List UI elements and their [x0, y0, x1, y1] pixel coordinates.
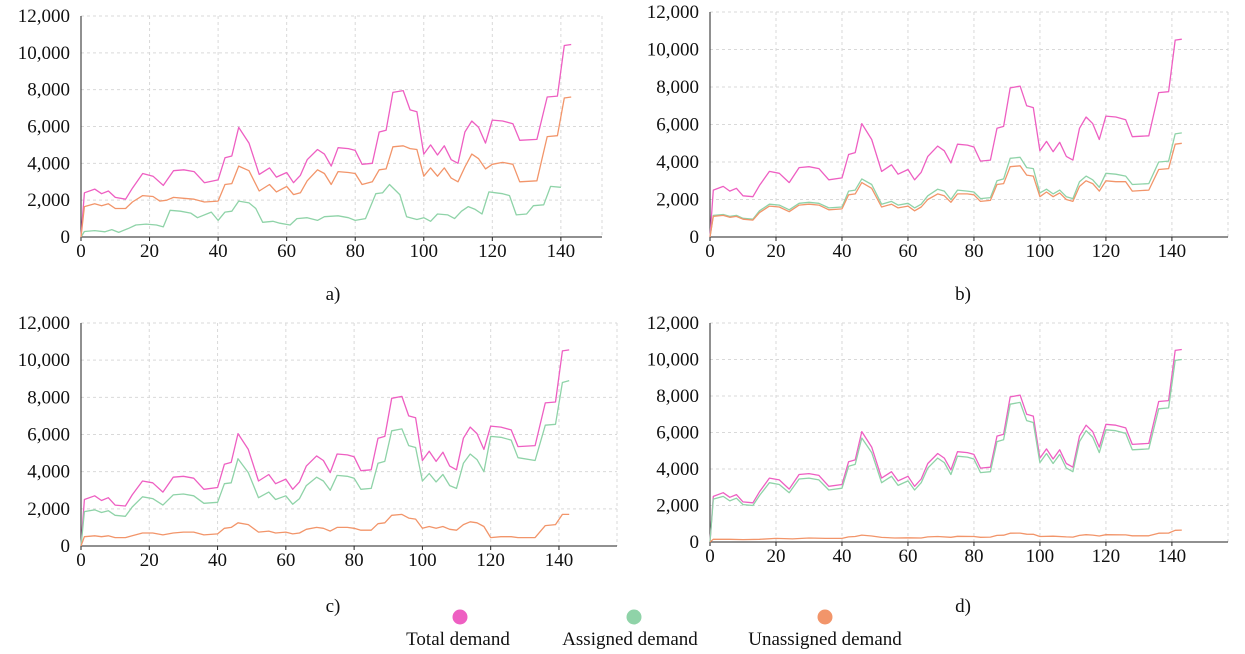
- y-tick-label: 2,000: [656, 496, 699, 517]
- y-tick-label: 8,000: [656, 77, 699, 98]
- y-tick-label: 0: [61, 227, 71, 248]
- y-tick-label: 6,000: [656, 423, 699, 444]
- x-tick-label: 60: [898, 241, 917, 262]
- y-tick-label: 12,000: [18, 6, 70, 27]
- y-tick-label: 8,000: [27, 80, 70, 101]
- chart-panel-c: 0 2,000 4,000 6,000 8,000 10,000 12,000 0 20 40 60…: [18, 313, 618, 617]
- series-line-assigned-demand: [80, 183, 561, 238]
- y-tick-label: 4,000: [656, 152, 699, 173]
- legend-marker: [626, 609, 642, 625]
- legend-marker: [817, 609, 833, 625]
- x-tick-label: 20: [766, 241, 785, 262]
- x-tick-label: 140: [547, 241, 576, 262]
- series-line-assigned-demand: [709, 358, 1182, 543]
- x-tick-label: 60: [277, 241, 296, 262]
- x-tick-label: 140: [1158, 241, 1187, 262]
- y-tick-label: 10,000: [647, 40, 699, 61]
- series-line-assigned-demand: [709, 132, 1182, 238]
- x-tick-label: 100: [1026, 546, 1055, 567]
- y-tick-label: 6,000: [656, 115, 699, 136]
- panel-label: c): [326, 596, 341, 617]
- y-tick-label: 0: [690, 532, 700, 553]
- series-line-unassigned-demand: [709, 142, 1182, 238]
- y-tick-label: 12,000: [18, 313, 70, 334]
- y-tick-label: 2,000: [27, 499, 70, 520]
- x-tick-label: 80: [964, 241, 983, 262]
- panel-label: a): [326, 284, 341, 305]
- x-tick-label: 120: [476, 550, 505, 571]
- series-line-total-demand: [709, 38, 1182, 238]
- x-tick-label: 40: [208, 550, 227, 571]
- x-tick-label: 140: [545, 550, 574, 571]
- legend-marker: [452, 609, 468, 625]
- y-tick-label: 10,000: [647, 350, 699, 371]
- y-tick-label: 8,000: [656, 386, 699, 407]
- series-line-unassigned-demand: [80, 96, 572, 238]
- x-tick-label: 40: [209, 241, 228, 262]
- x-tick-label: 0: [76, 241, 86, 262]
- x-tick-label: 40: [832, 241, 851, 262]
- series-line-total-demand: [709, 348, 1182, 543]
- x-tick-label: 100: [1026, 241, 1055, 262]
- y-tick-label: 6,000: [27, 117, 70, 138]
- y-tick-label: 8,000: [27, 387, 70, 408]
- x-tick-label: 120: [1092, 241, 1121, 262]
- panel-label: d): [955, 596, 971, 617]
- y-tick-label: 12,000: [647, 313, 699, 334]
- x-tick-label: 20: [766, 546, 785, 567]
- y-tick-label: 0: [61, 536, 71, 557]
- x-tick-label: 120: [1092, 546, 1121, 567]
- x-tick-label: 20: [140, 550, 159, 571]
- x-tick-label: 20: [140, 241, 159, 262]
- chart-panel-a: 0 2,000 4,000 6,000 8,000 10,000 12,000 0 20 40 60…: [18, 6, 603, 305]
- x-tick-label: 0: [705, 241, 715, 262]
- y-tick-label: 4,000: [27, 153, 70, 174]
- x-tick-label: 0: [705, 546, 715, 567]
- x-tick-label: 60: [276, 550, 295, 571]
- x-tick-label: 100: [408, 550, 437, 571]
- series-line-total-demand: [80, 349, 570, 547]
- y-tick-label: 10,000: [18, 350, 70, 371]
- panel-label: b): [955, 284, 971, 305]
- y-tick-label: 12,000: [647, 2, 699, 23]
- y-tick-label: 10,000: [18, 43, 70, 64]
- x-tick-label: 80: [964, 546, 983, 567]
- x-tick-label: 80: [346, 241, 365, 262]
- x-tick-label: 80: [345, 550, 364, 571]
- series-line-unassigned-demand: [80, 513, 570, 547]
- y-tick-label: 0: [690, 227, 700, 248]
- x-tick-label: 120: [478, 241, 507, 262]
- x-tick-label: 140: [1158, 546, 1187, 567]
- y-tick-label: 2,000: [656, 190, 699, 211]
- x-tick-label: 40: [832, 546, 851, 567]
- series-line-total-demand: [80, 43, 572, 238]
- legend-label: Assigned demand: [562, 629, 698, 650]
- chart-panel-d: 0 2,000 4,000 6,000 8,000 10,000 12,000 0 20 40 60…: [647, 313, 1229, 617]
- x-tick-label: 100: [410, 241, 439, 262]
- y-tick-label: 4,000: [656, 459, 699, 480]
- y-tick-label: 4,000: [27, 462, 70, 483]
- x-tick-label: 0: [76, 550, 86, 571]
- x-tick-label: 60: [898, 546, 917, 567]
- legend: Total demand Assigned demand Unassigned de…: [406, 609, 902, 650]
- series-line-unassigned-demand: [709, 529, 1182, 543]
- series-line-assigned-demand: [80, 379, 570, 547]
- legend-label: Total demand: [406, 629, 510, 650]
- y-tick-label: 6,000: [27, 425, 70, 446]
- legend-label: Unassigned demand: [748, 629, 902, 650]
- chart-panel-b: 0 2,000 4,000 6,000 8,000 10,000 12,000 0 20 40 60…: [647, 2, 1229, 305]
- y-tick-label: 2,000: [27, 190, 70, 211]
